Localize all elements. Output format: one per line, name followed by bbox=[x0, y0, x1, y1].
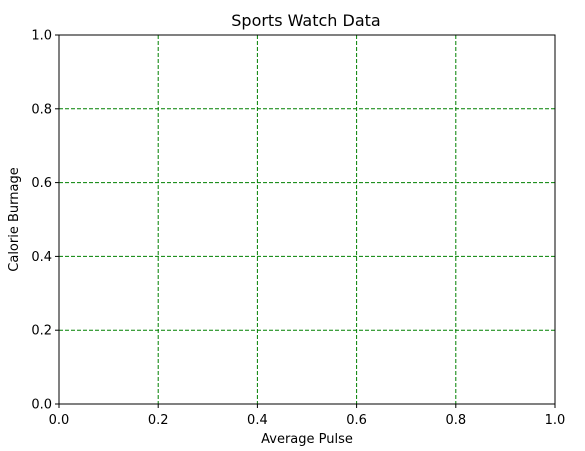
y-tick-label: 1.0 bbox=[31, 29, 52, 44]
chart-title: Sports Watch Data bbox=[231, 11, 380, 30]
x-axis-label: Average Pulse bbox=[261, 432, 353, 447]
x-tick-label: 0.0 bbox=[49, 413, 70, 428]
y-axis-label: Calorie Burnage bbox=[7, 167, 22, 271]
y-tick-label: 0.8 bbox=[31, 102, 52, 117]
y-tick-label: 0.6 bbox=[31, 176, 52, 191]
x-tick-label: 0.8 bbox=[445, 413, 466, 428]
y-axis-ticks: 0.0 0.2 0.4 0.6 0.8 1.0 bbox=[31, 29, 59, 413]
y-tick-label: 0.0 bbox=[31, 398, 52, 413]
x-tick-label: 0.4 bbox=[247, 413, 268, 428]
x-tick-label: 1.0 bbox=[545, 413, 566, 428]
y-tick-label: 0.4 bbox=[31, 250, 52, 265]
y-tick-label: 0.2 bbox=[31, 324, 52, 339]
x-axis-ticks: 0.0 0.2 0.4 0.6 0.8 1.0 bbox=[49, 404, 566, 428]
x-tick-label: 0.6 bbox=[346, 413, 367, 428]
x-tick-label: 0.2 bbox=[148, 413, 169, 428]
plot-area-frame bbox=[58, 34, 556, 405]
